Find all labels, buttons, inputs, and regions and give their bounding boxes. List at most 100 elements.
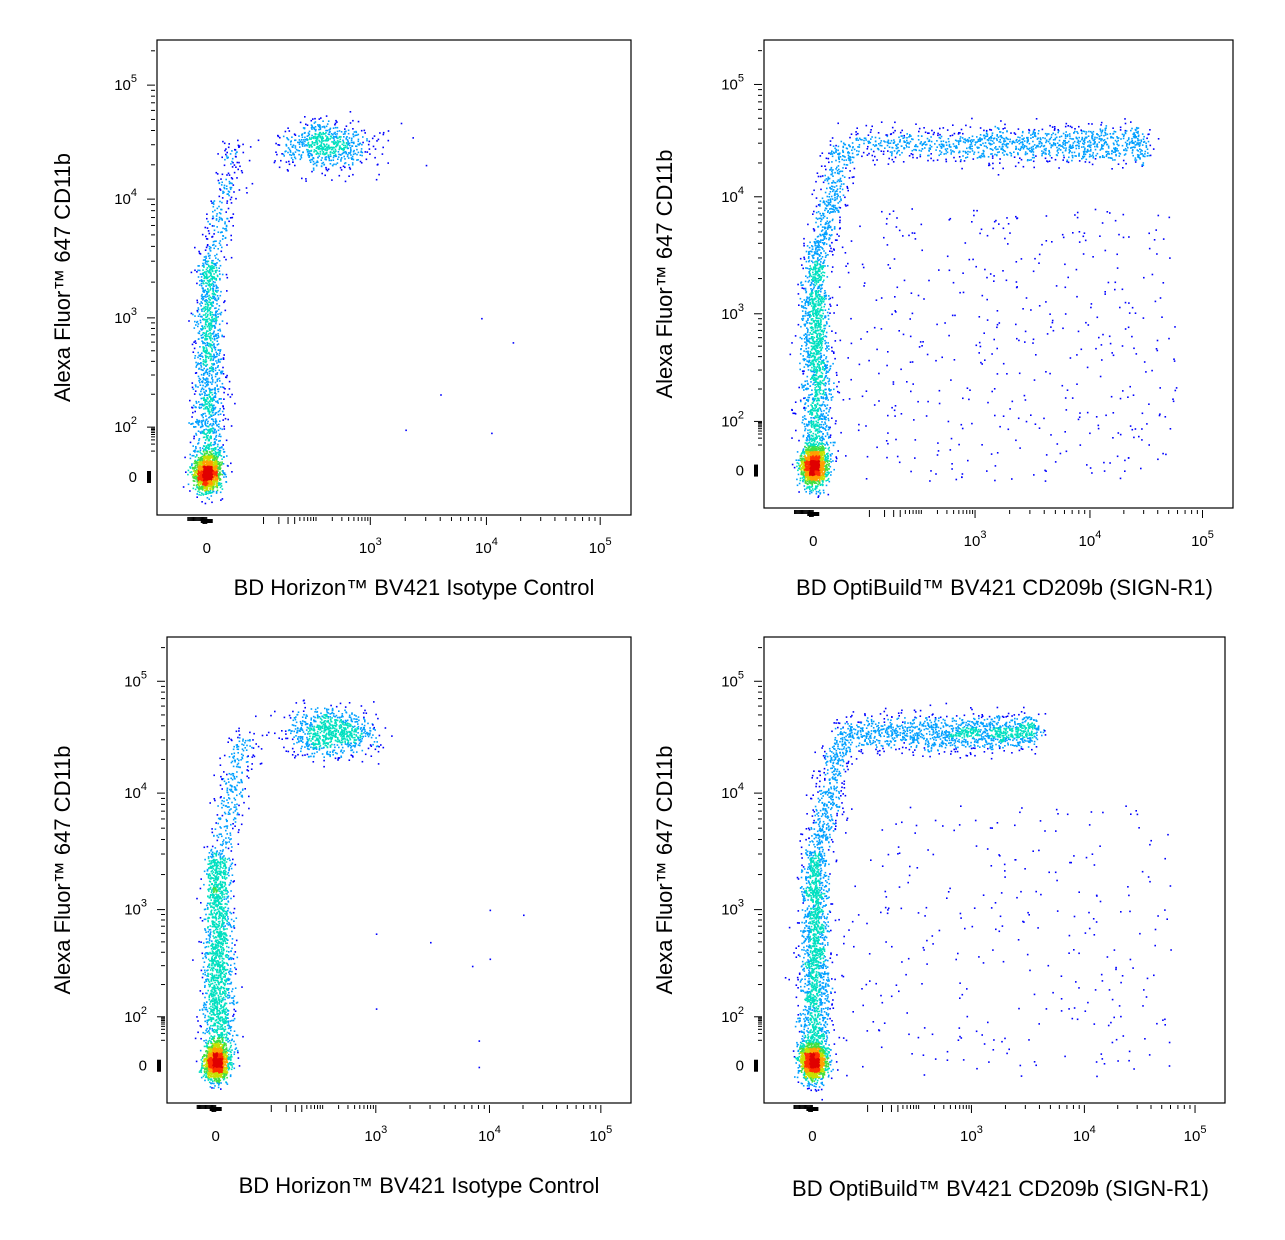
event-dot (219, 312, 221, 315)
event-dot (306, 151, 309, 153)
event-dot (276, 153, 278, 156)
event-dot (804, 481, 807, 483)
event-dot (222, 235, 225, 237)
event-dot (311, 170, 313, 173)
event-dot (198, 250, 200, 253)
event-dot (325, 132, 327, 134)
event-dot (210, 482, 212, 485)
event-dot (816, 477, 819, 479)
event-dot (213, 335, 215, 338)
event-dot (217, 358, 220, 361)
event-dot (216, 226, 218, 228)
event-dot (216, 213, 218, 215)
event-dot (226, 290, 228, 292)
event-dot (307, 134, 310, 137)
event-dot (225, 148, 227, 150)
event-dot (315, 128, 317, 131)
event-dot (812, 475, 815, 477)
event-dot (210, 283, 213, 285)
event-dot (830, 474, 832, 476)
event-dot (212, 291, 214, 293)
event-dot (287, 147, 290, 149)
event-dot (207, 324, 210, 326)
event-dot (215, 474, 218, 477)
event-dot (203, 487, 206, 490)
event-dot (228, 182, 231, 185)
event-dot (351, 145, 353, 147)
event-dot (208, 465, 210, 468)
event-dot (304, 116, 306, 118)
event-dot (213, 285, 215, 287)
event-dot (208, 458, 210, 461)
event-dot (196, 418, 198, 421)
event-dot (217, 313, 219, 315)
event-dot (804, 482, 807, 484)
event-dot (229, 188, 232, 191)
event-dot (338, 140, 340, 143)
event-dot (220, 402, 223, 404)
event-dot (197, 430, 200, 432)
event-dot (227, 207, 230, 210)
event-dot (820, 465, 822, 467)
x-tick-label: 0 (203, 540, 211, 557)
event-dot (231, 216, 234, 219)
event-dot (200, 368, 202, 371)
event-dot (205, 263, 208, 265)
event-dot (215, 447, 217, 449)
event-dot (363, 129, 366, 132)
event-dot (329, 127, 332, 130)
event-dot (211, 473, 214, 476)
event-dot (348, 142, 351, 145)
event-dot (210, 367, 213, 370)
event-dot (322, 133, 325, 135)
event-dot (356, 134, 358, 136)
event-dot (223, 476, 225, 478)
event-dot (827, 459, 829, 462)
event-dot (339, 166, 342, 169)
event-dot (210, 475, 213, 477)
event-dot (212, 277, 215, 279)
event-dot (313, 122, 316, 124)
event-dot (324, 133, 326, 135)
event-dot (335, 163, 337, 166)
event-dot (332, 146, 335, 149)
event-dot (194, 246, 196, 249)
event-dot (206, 321, 209, 323)
event-dot (200, 452, 202, 455)
event-dot (299, 121, 302, 124)
event-dot (202, 456, 205, 458)
event-dot (229, 198, 232, 201)
event-dot (321, 172, 323, 175)
event-dot (387, 130, 390, 132)
event-dot (215, 334, 218, 336)
event-dot (360, 150, 363, 153)
event-dot (216, 483, 218, 485)
event-dot (339, 140, 342, 143)
event-dot (194, 488, 197, 491)
event-dot (194, 475, 197, 478)
event-dot (206, 293, 208, 295)
event-dot (242, 143, 244, 146)
event-dot (206, 452, 208, 454)
event-dot (215, 373, 217, 375)
event-dot (216, 456, 219, 459)
event-dot (217, 388, 220, 390)
event-dot (300, 141, 303, 144)
event-dot (337, 151, 340, 153)
event-dot (360, 148, 363, 150)
event-dot (808, 480, 810, 482)
event-dot (218, 409, 221, 412)
event-dot (310, 138, 312, 140)
event-dot (819, 462, 822, 464)
event-dot (288, 130, 291, 132)
event-dot (209, 430, 212, 433)
event-dot (208, 456, 210, 459)
event-dot (200, 482, 202, 485)
event-dot (214, 270, 217, 272)
event-dot (192, 411, 194, 414)
event-dot (306, 124, 309, 126)
event-dot (193, 426, 196, 428)
event-dot (216, 253, 218, 256)
event-dot (217, 334, 220, 337)
event-dot (202, 318, 205, 320)
